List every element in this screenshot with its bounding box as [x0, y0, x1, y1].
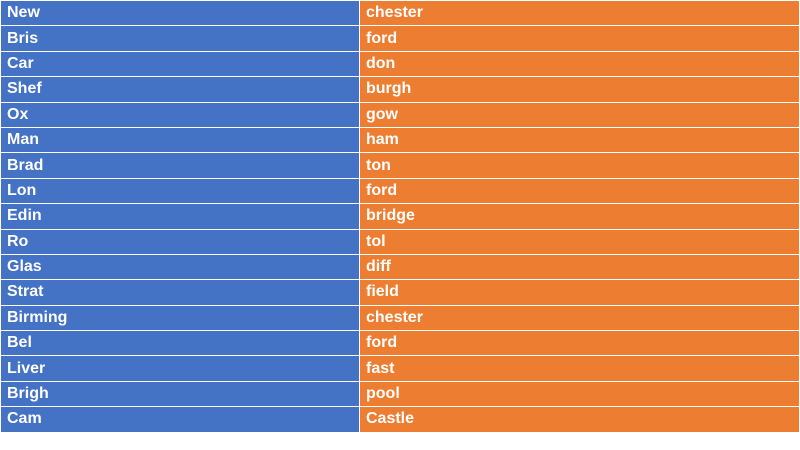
- right-cell[interactable]: burgh: [359, 76, 800, 103]
- left-cell[interactable]: Bel: [0, 330, 360, 357]
- right-cell[interactable]: gow: [359, 101, 800, 128]
- right-cell[interactable]: tol: [359, 228, 800, 255]
- right-cell[interactable]: pool: [359, 380, 800, 408]
- left-cell[interactable]: Man: [0, 126, 360, 154]
- left-cell[interactable]: Liver: [0, 355, 360, 382]
- left-cell[interactable]: Glas: [0, 253, 360, 281]
- right-cell[interactable]: ford: [359, 330, 800, 357]
- table-row: Man ham: [0, 126, 800, 154]
- table-row: Brad ton: [0, 152, 800, 179]
- left-cell[interactable]: Ox: [0, 101, 360, 128]
- table-row: Cam Castle: [0, 406, 800, 433]
- right-cell[interactable]: bridge: [359, 203, 800, 230]
- table-row: Ox gow: [0, 101, 800, 128]
- right-cell[interactable]: diff: [359, 253, 800, 281]
- left-cell[interactable]: Edin: [0, 203, 360, 230]
- left-cell[interactable]: Brad: [0, 152, 360, 179]
- right-cell[interactable]: Castle: [359, 406, 800, 433]
- right-cell[interactable]: ford: [359, 177, 800, 205]
- right-cell[interactable]: fast: [359, 355, 800, 382]
- left-cell[interactable]: Lon: [0, 177, 360, 205]
- right-cell[interactable]: chester: [359, 304, 800, 332]
- left-cell[interactable]: Strat: [0, 279, 360, 306]
- table-row: Bel ford: [0, 330, 800, 357]
- table-row: Liver fast: [0, 355, 800, 382]
- table-row: Brigh pool: [0, 380, 800, 408]
- left-cell[interactable]: Cam: [0, 406, 360, 433]
- left-cell[interactable]: Bris: [0, 25, 360, 52]
- table-row: Glas diff: [0, 253, 800, 281]
- table-row: New chester: [0, 0, 800, 27]
- left-cell[interactable]: Birming: [0, 304, 360, 332]
- table-row: Strat field: [0, 279, 800, 306]
- table-row: Lon ford: [0, 177, 800, 205]
- right-cell[interactable]: don: [359, 50, 800, 78]
- table-row: Ro tol: [0, 228, 800, 255]
- left-cell[interactable]: Shef: [0, 76, 360, 103]
- right-cell[interactable]: chester: [359, 0, 800, 27]
- right-cell[interactable]: ford: [359, 25, 800, 52]
- word-match-table: New chester Bris ford Car don Shef burgh Ox gow Ma…: [0, 0, 800, 433]
- left-cell[interactable]: New: [0, 0, 360, 27]
- left-cell[interactable]: Brigh: [0, 380, 360, 408]
- right-cell[interactable]: ham: [359, 126, 800, 154]
- right-cell[interactable]: ton: [359, 152, 800, 179]
- left-cell[interactable]: Car: [0, 50, 360, 78]
- table-row: Birming chester: [0, 304, 800, 332]
- table-row: Shef burgh: [0, 76, 800, 103]
- table-row: Bris ford: [0, 25, 800, 52]
- left-cell[interactable]: Ro: [0, 228, 360, 255]
- table-row: Car don: [0, 50, 800, 78]
- right-cell[interactable]: field: [359, 279, 800, 306]
- table-row: Edin bridge: [0, 203, 800, 230]
